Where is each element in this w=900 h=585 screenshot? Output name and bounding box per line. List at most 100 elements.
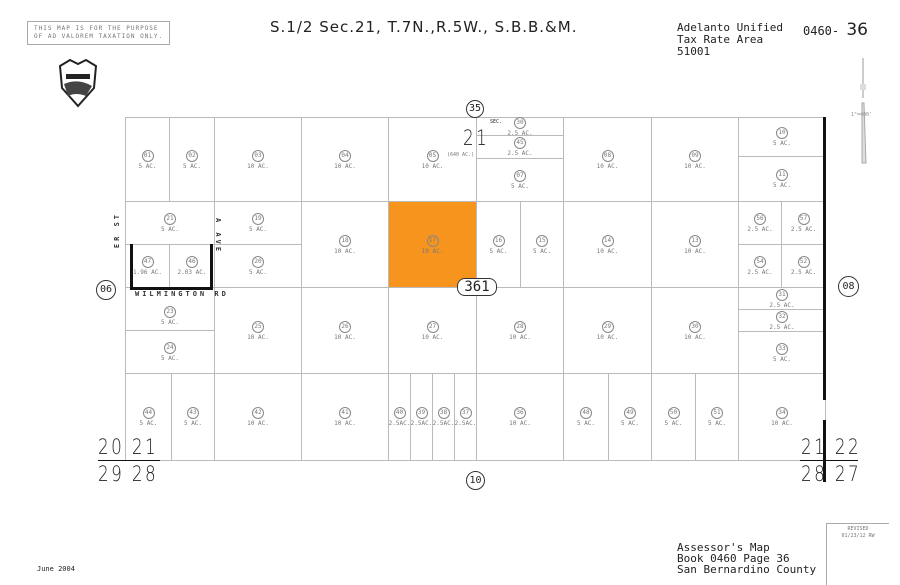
- parcel[interactable]: 42 10 AC.: [214, 373, 302, 461]
- parcel-number: 45: [514, 137, 526, 149]
- parcel-number: 36: [514, 407, 526, 419]
- parcel[interactable]: 29 10 AC.: [563, 287, 652, 374]
- parcel[interactable]: 50 5 AC.: [651, 373, 696, 461]
- parcel[interactable]: 07 5 AC.: [476, 158, 564, 202]
- parcel[interactable]: 19 5 AC.: [214, 201, 302, 245]
- parcel[interactable]: 16 5 AC.: [476, 201, 521, 288]
- north-arrow-icon: [860, 58, 867, 164]
- parcel-number: 10: [776, 127, 788, 139]
- parcel[interactable]: 56 2.5 AC.: [738, 201, 782, 245]
- parcel[interactable]: 31 2.5 AC.: [738, 287, 826, 310]
- parcel[interactable]: 25 10 AC.: [214, 287, 302, 374]
- parcel-acreage: 2.03 AC.: [177, 269, 207, 276]
- parcel[interactable]: 36 10 AC.: [476, 373, 564, 461]
- parcel-number: 34: [776, 407, 788, 419]
- parcel-acreage: 2.5AC.: [388, 420, 411, 427]
- parcel-acreage: 5 AC.: [772, 182, 792, 189]
- section-boundary: [823, 117, 826, 400]
- parcel-acreage: 5 AC.: [248, 226, 268, 233]
- parcel[interactable]: 02 5 AC.: [169, 117, 215, 202]
- parcel-acreage: 10 AC.: [684, 162, 706, 170]
- parcel[interactable]: 48 5 AC.: [563, 373, 609, 461]
- parcel-acreage: 2.5 AC.: [747, 226, 773, 233]
- parcel-number: 30: [514, 116, 526, 129]
- parcel[interactable]: 15 5 AC.: [520, 201, 564, 288]
- corner-divider: [800, 460, 858, 461]
- parcel[interactable]: 51 5 AC.: [695, 373, 739, 461]
- parcel-acreage: 10 AC.: [421, 333, 444, 341]
- parcel[interactable]: 38 2.5AC.: [432, 373, 455, 461]
- corner-left-top: 20 21: [98, 435, 159, 459]
- parcel-number: 33: [776, 342, 788, 355]
- county-seal-icon: [58, 58, 98, 108]
- adjacent-section-06: 06: [96, 280, 116, 300]
- parcel[interactable]: 52 2.5 AC.: [781, 244, 826, 288]
- parcel[interactable]: 24 5 AC.: [125, 330, 215, 374]
- parcel[interactable]: 08 10 AC.: [563, 117, 652, 202]
- map-date: June 2004: [37, 565, 75, 573]
- parcel-number: 15: [536, 234, 548, 247]
- adjacent-section-08: 08: [838, 276, 859, 297]
- parcel[interactable]: 11 5 AC.: [738, 156, 826, 202]
- parcel-number: 52: [797, 256, 810, 268]
- parcel[interactable]: 18 10 AC.: [301, 201, 389, 288]
- parcel[interactable]: 32 2.5 AC.: [738, 309, 826, 332]
- parcel-number: 02: [186, 149, 198, 162]
- parcel[interactable]: 39 2.5AC.: [410, 373, 433, 461]
- parcel[interactable]: 27 10 AC.: [388, 287, 477, 374]
- parcel-number: 19: [252, 213, 264, 225]
- parcel-number: 24: [164, 342, 176, 354]
- parcel[interactable]: 04 10 AC.: [301, 117, 389, 202]
- parcel[interactable]: 26 10 AC.: [301, 287, 389, 374]
- street-east: A AVE: [214, 218, 222, 255]
- parcel[interactable]: 45 2.5 AC.: [476, 135, 564, 159]
- parcel[interactable]: 41 10 AC.: [301, 373, 389, 461]
- parcel-number: 13: [689, 234, 701, 247]
- parcel-acreage: 10 AC.: [247, 333, 269, 341]
- parcel[interactable]: 40 2.5AC.: [388, 373, 411, 461]
- parcel[interactable]: 20 5 AC.: [214, 244, 302, 288]
- parcel[interactable]: 01 5 AC.: [125, 117, 170, 202]
- parcel[interactable]: 21 5 AC.: [125, 201, 215, 245]
- disclaimer-line: THIS MAP IS FOR THE PURPOSE: [34, 25, 159, 32]
- parcel[interactable]: 10 5 AC.: [738, 117, 826, 157]
- parcel-acreage: 5 AC.: [772, 140, 792, 147]
- parcel-acreage: 5 AC.: [707, 420, 727, 427]
- taxation-disclaimer: THIS MAP IS FOR THE PURPOSE OF AD VALOREM…: [27, 21, 171, 45]
- revised-label: REVISED: [847, 526, 869, 532]
- parcel-number: 32: [776, 310, 788, 323]
- parcel-acreage: 5 AC.: [160, 319, 180, 326]
- parcel[interactable]: 28 10 AC.: [476, 287, 564, 374]
- parcel-number: 51: [711, 407, 723, 419]
- parcel[interactable]: 43 5 AC.: [171, 373, 215, 461]
- revision-box: REVISED 01/23/12 RW: [826, 523, 889, 585]
- parcel[interactable]: 30 10 AC.: [651, 287, 739, 374]
- parcel[interactable]: 33 5 AC.: [738, 331, 826, 374]
- parcel[interactable]: 57 2.5 AC.: [781, 201, 826, 245]
- parcel-acreage: 5 AC.: [772, 355, 792, 363]
- parcel-number: 44: [142, 407, 155, 419]
- street-wilmington-rd: WILMINGTON RD: [135, 290, 229, 298]
- parcel-acreage: 5 AC.: [620, 420, 640, 427]
- scale-label: 1"=400': [851, 112, 873, 118]
- parcel[interactable]: 46 2.03 AC.: [169, 244, 215, 288]
- parcel[interactable]: 03 10 AC.: [214, 117, 302, 202]
- parcel[interactable]: 09 10 AC.: [651, 117, 739, 202]
- corner-left-bottom: 29 28: [98, 462, 159, 486]
- parcel[interactable]: 49 5 AC.: [608, 373, 652, 461]
- parcel[interactable]: 54 2.5 AC.: [738, 244, 782, 288]
- parcel[interactable]: 34 10 AC.: [738, 373, 826, 461]
- parcel-acreage: 10 AC.: [334, 333, 356, 341]
- corner-right-bottom: 28 27: [801, 462, 862, 486]
- book-page-number: 0460- 36: [803, 20, 868, 40]
- parcel-acreage: 2.5 AC.: [790, 226, 817, 233]
- parcel-number: 09: [689, 149, 701, 162]
- parcel-highlighted[interactable]: 17 10 AC.: [388, 201, 477, 288]
- parcel-number: 08: [601, 149, 614, 162]
- parcel[interactable]: 13 10 AC.: [651, 201, 739, 288]
- parcel-number: 48: [580, 407, 592, 419]
- parcel[interactable]: 14 10 AC.: [563, 201, 652, 288]
- parcel-acreage: 5 AC.: [489, 247, 508, 255]
- parcel-acreage: 5 AC.: [510, 183, 530, 190]
- parcel[interactable]: 37 2.5AC.: [454, 373, 477, 461]
